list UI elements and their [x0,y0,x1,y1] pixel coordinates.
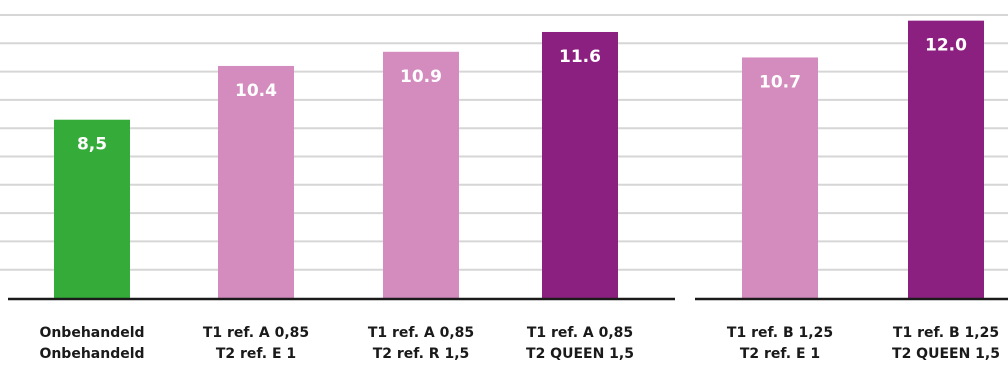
value-label-0-2: 10.9 [400,67,442,87]
category-label-line1-0-0: Onbehandeld [39,325,144,341]
category-label-line2-0-0: Onbehandeld [39,346,144,362]
category-label-line2-1-1: T2 QUEEN 1,5 [892,346,1000,362]
category-label-line2-0-3: T2 QUEEN 1,5 [526,346,634,362]
bar-0-1 [218,65,294,298]
value-label-1-1: 12.0 [925,36,967,56]
bars [54,20,984,299]
value-label-1-0: 10.7 [759,72,801,92]
category-label-line2-0-2: T2 ref. R 1,5 [373,346,470,362]
value-label-0-1: 10.4 [235,81,277,101]
labels: 8,5 Onbehandeld Onbehandeld 10.4 T1 ref. A 0… [39,36,1000,362]
bar-1-1 [908,20,984,298]
bar-0-2 [383,51,459,298]
category-label-line1-0-1: T1 ref. A 0,85 [203,325,309,341]
category-label-line1-1-0: T1 ref. B 1,25 [727,325,833,341]
gridlines [0,14,1008,271]
value-label-0-0: 8,5 [77,135,107,155]
bar-0-3 [542,31,618,298]
category-label-line2-0-1: T2 ref. E 1 [216,346,296,362]
category-label-line2-1-0: T2 ref. E 1 [740,346,820,362]
category-label-line1-0-2: T1 ref. A 0,85 [368,325,474,341]
bar-1-0 [742,57,818,299]
bar-0-0 [54,119,130,299]
category-label-line1-0-3: T1 ref. A 0,85 [527,325,633,341]
value-label-0-3: 11.6 [559,47,601,67]
category-label-line1-1-1: T1 ref. B 1,25 [893,325,999,341]
